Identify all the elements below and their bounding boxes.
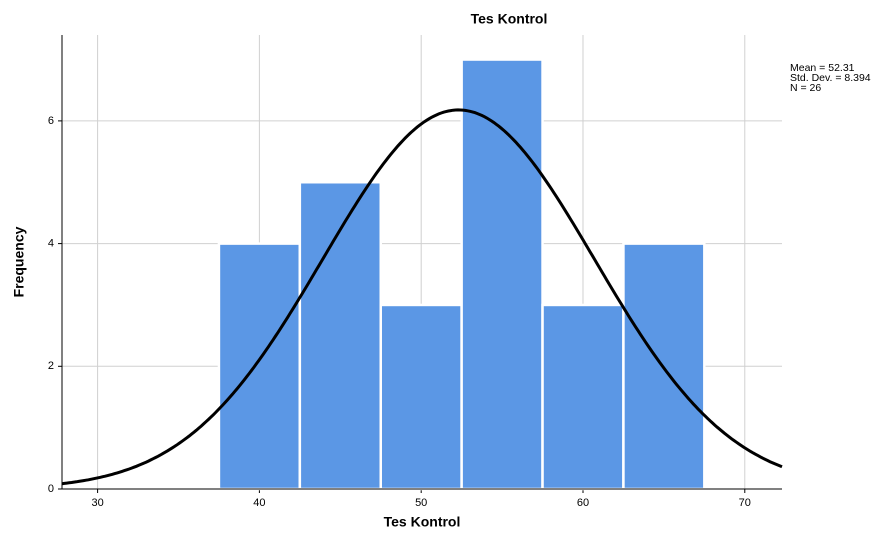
chart-title: Tes Kontrol: [471, 11, 548, 27]
bar: [379, 303, 463, 491]
x-tick-label: 70: [739, 497, 751, 509]
stat-label: Mean = 52.31: [790, 62, 855, 74]
y-tick-label: 0: [48, 483, 54, 495]
bar: [217, 242, 302, 491]
y-tick-label: 4: [48, 238, 54, 250]
x-tick-label: 50: [415, 497, 427, 509]
x-tick-label: 60: [577, 497, 589, 509]
bar: [460, 58, 544, 491]
x-tick-label: 30: [91, 497, 103, 509]
y-tick-label: 6: [48, 115, 54, 127]
y-tick-label: 2: [48, 360, 54, 372]
x-tick-label: 40: [253, 497, 265, 509]
normal-curve: [61, 108, 783, 486]
y-axis-label: Frequency: [11, 226, 27, 297]
x-axis-label: Tes Kontrol: [384, 514, 461, 530]
stat-label: Std. Dev. = 8.394: [790, 72, 871, 84]
bar: [541, 303, 625, 491]
stat-label: N = 26: [790, 82, 821, 94]
